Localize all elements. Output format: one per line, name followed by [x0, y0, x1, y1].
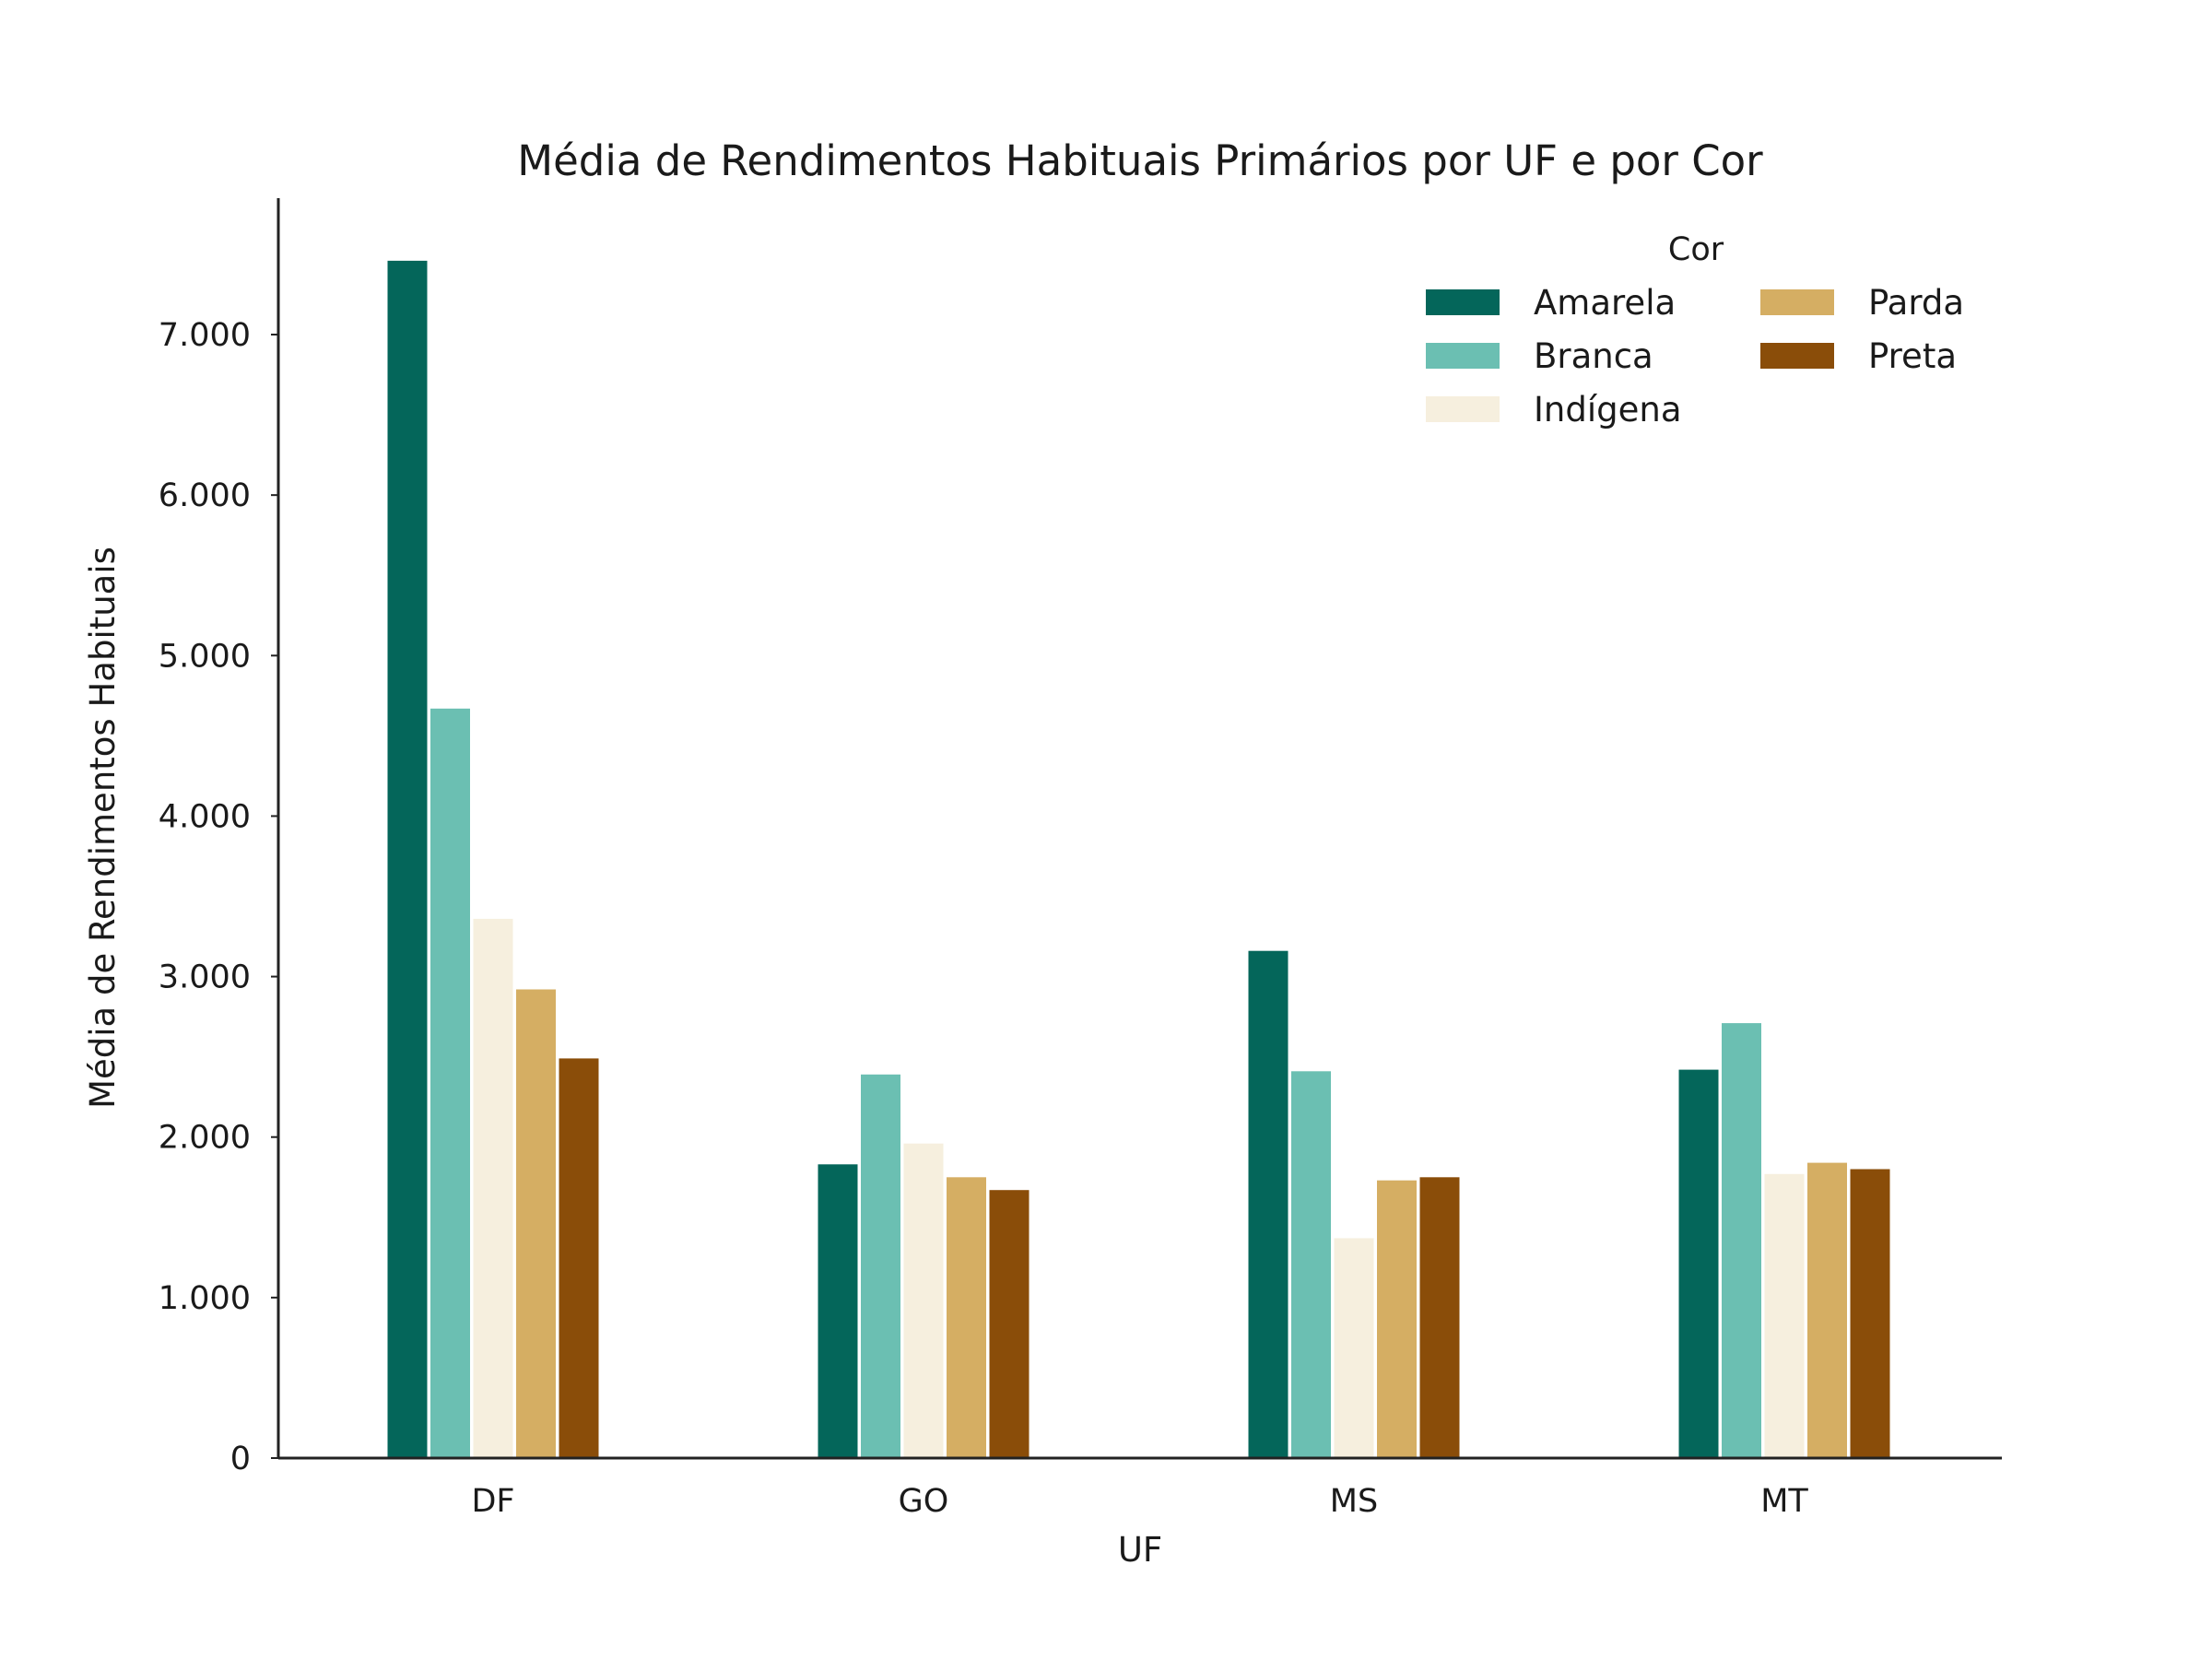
bar-df-amarela	[387, 260, 428, 1458]
x-axis-ticks: DF GO MS MT	[471, 1483, 1808, 1520]
legend: Cor Amarela Branca Indígena Parda Preta	[1426, 231, 1964, 429]
bar-mt-amarela	[1678, 1069, 1719, 1458]
y-tick-label: 3.000	[159, 959, 251, 996]
legend-swatch	[1426, 289, 1500, 315]
legend-swatch	[1426, 396, 1500, 422]
legend-label: Amarela	[1534, 283, 1676, 323]
bar-ms-parda	[1377, 1180, 1417, 1458]
legend-swatch	[1760, 343, 1834, 369]
bar-ms-preta	[1419, 1177, 1460, 1458]
bar-ms-amarela	[1248, 950, 1288, 1458]
legend-title: Cor	[1668, 231, 1724, 268]
x-tick-label: DF	[471, 1483, 514, 1520]
chart-title: Média de Rendimentos Habituais Primários…	[517, 136, 1763, 185]
bar-go-parda	[947, 1177, 986, 1458]
y-axis-ticks: 0 1.000 2.000 3.000 4.000 5.000 6.000 7.000	[159, 317, 278, 1477]
y-tick-label: 7.000	[159, 317, 251, 354]
x-tick-label: MS	[1330, 1483, 1378, 1520]
x-axis-label: UF	[1118, 1530, 1162, 1570]
bar-mt-parda	[1807, 1162, 1847, 1458]
bar-ms-branca	[1291, 1071, 1331, 1458]
bar-mt-indgena	[1764, 1173, 1805, 1458]
bar-df-indgena	[473, 918, 513, 1458]
y-tick-label: 4.000	[159, 798, 251, 835]
bar-go-indgena	[903, 1143, 944, 1458]
y-axis-label: Média de Rendimentos Habituais	[83, 547, 123, 1109]
bar-df-parda	[516, 989, 556, 1458]
bar-mt-preta	[1850, 1169, 1890, 1458]
legend-swatch	[1426, 343, 1500, 369]
y-tick-label: 0	[230, 1441, 251, 1477]
bar-go-branca	[861, 1074, 900, 1458]
y-tick-label: 6.000	[159, 477, 251, 514]
legend-label: Preta	[1868, 336, 1957, 376]
y-tick-label: 2.000	[159, 1120, 251, 1157]
y-tick-label: 1.000	[159, 1280, 251, 1317]
bar-go-amarela	[818, 1164, 858, 1458]
bar-go-preta	[989, 1190, 1030, 1458]
legend-label: Parda	[1868, 283, 1964, 323]
bar-df-branca	[430, 708, 470, 1458]
bar-mt-branca	[1722, 1023, 1761, 1458]
legend-label: Branca	[1534, 336, 1653, 376]
y-tick-label: 5.000	[159, 638, 251, 675]
bar-df-preta	[559, 1058, 599, 1458]
x-tick-label: MT	[1760, 1483, 1808, 1520]
legend-swatch	[1760, 289, 1834, 315]
legend-label: Indígena	[1534, 390, 1682, 429]
bars-group	[387, 260, 1890, 1458]
bar-ms-indgena	[1334, 1238, 1374, 1458]
x-tick-label: GO	[899, 1483, 949, 1520]
